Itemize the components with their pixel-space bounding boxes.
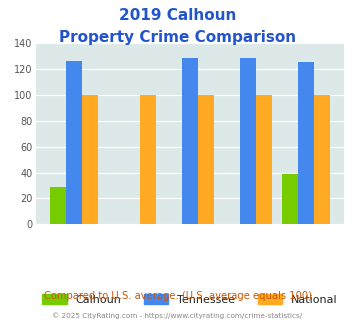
Text: 2019 Calhoun: 2019 Calhoun [119,8,236,23]
Bar [198,95,214,224]
Text: Compared to U.S. average. (U.S. average equals 100): Compared to U.S. average. (U.S. average … [44,291,311,301]
Bar [182,58,198,224]
Bar [282,174,298,224]
Bar [66,61,82,224]
Text: © 2025 CityRating.com - https://www.cityrating.com/crime-statistics/: © 2025 CityRating.com - https://www.city… [53,312,302,318]
Bar [82,95,98,224]
Bar [256,95,272,224]
Bar [240,58,256,224]
Bar [314,95,330,224]
Bar [298,62,314,224]
Bar [50,187,66,224]
Legend: Calhoun, Tennessee, National: Calhoun, Tennessee, National [38,290,342,310]
Text: Property Crime Comparison: Property Crime Comparison [59,30,296,45]
Bar [140,95,156,224]
